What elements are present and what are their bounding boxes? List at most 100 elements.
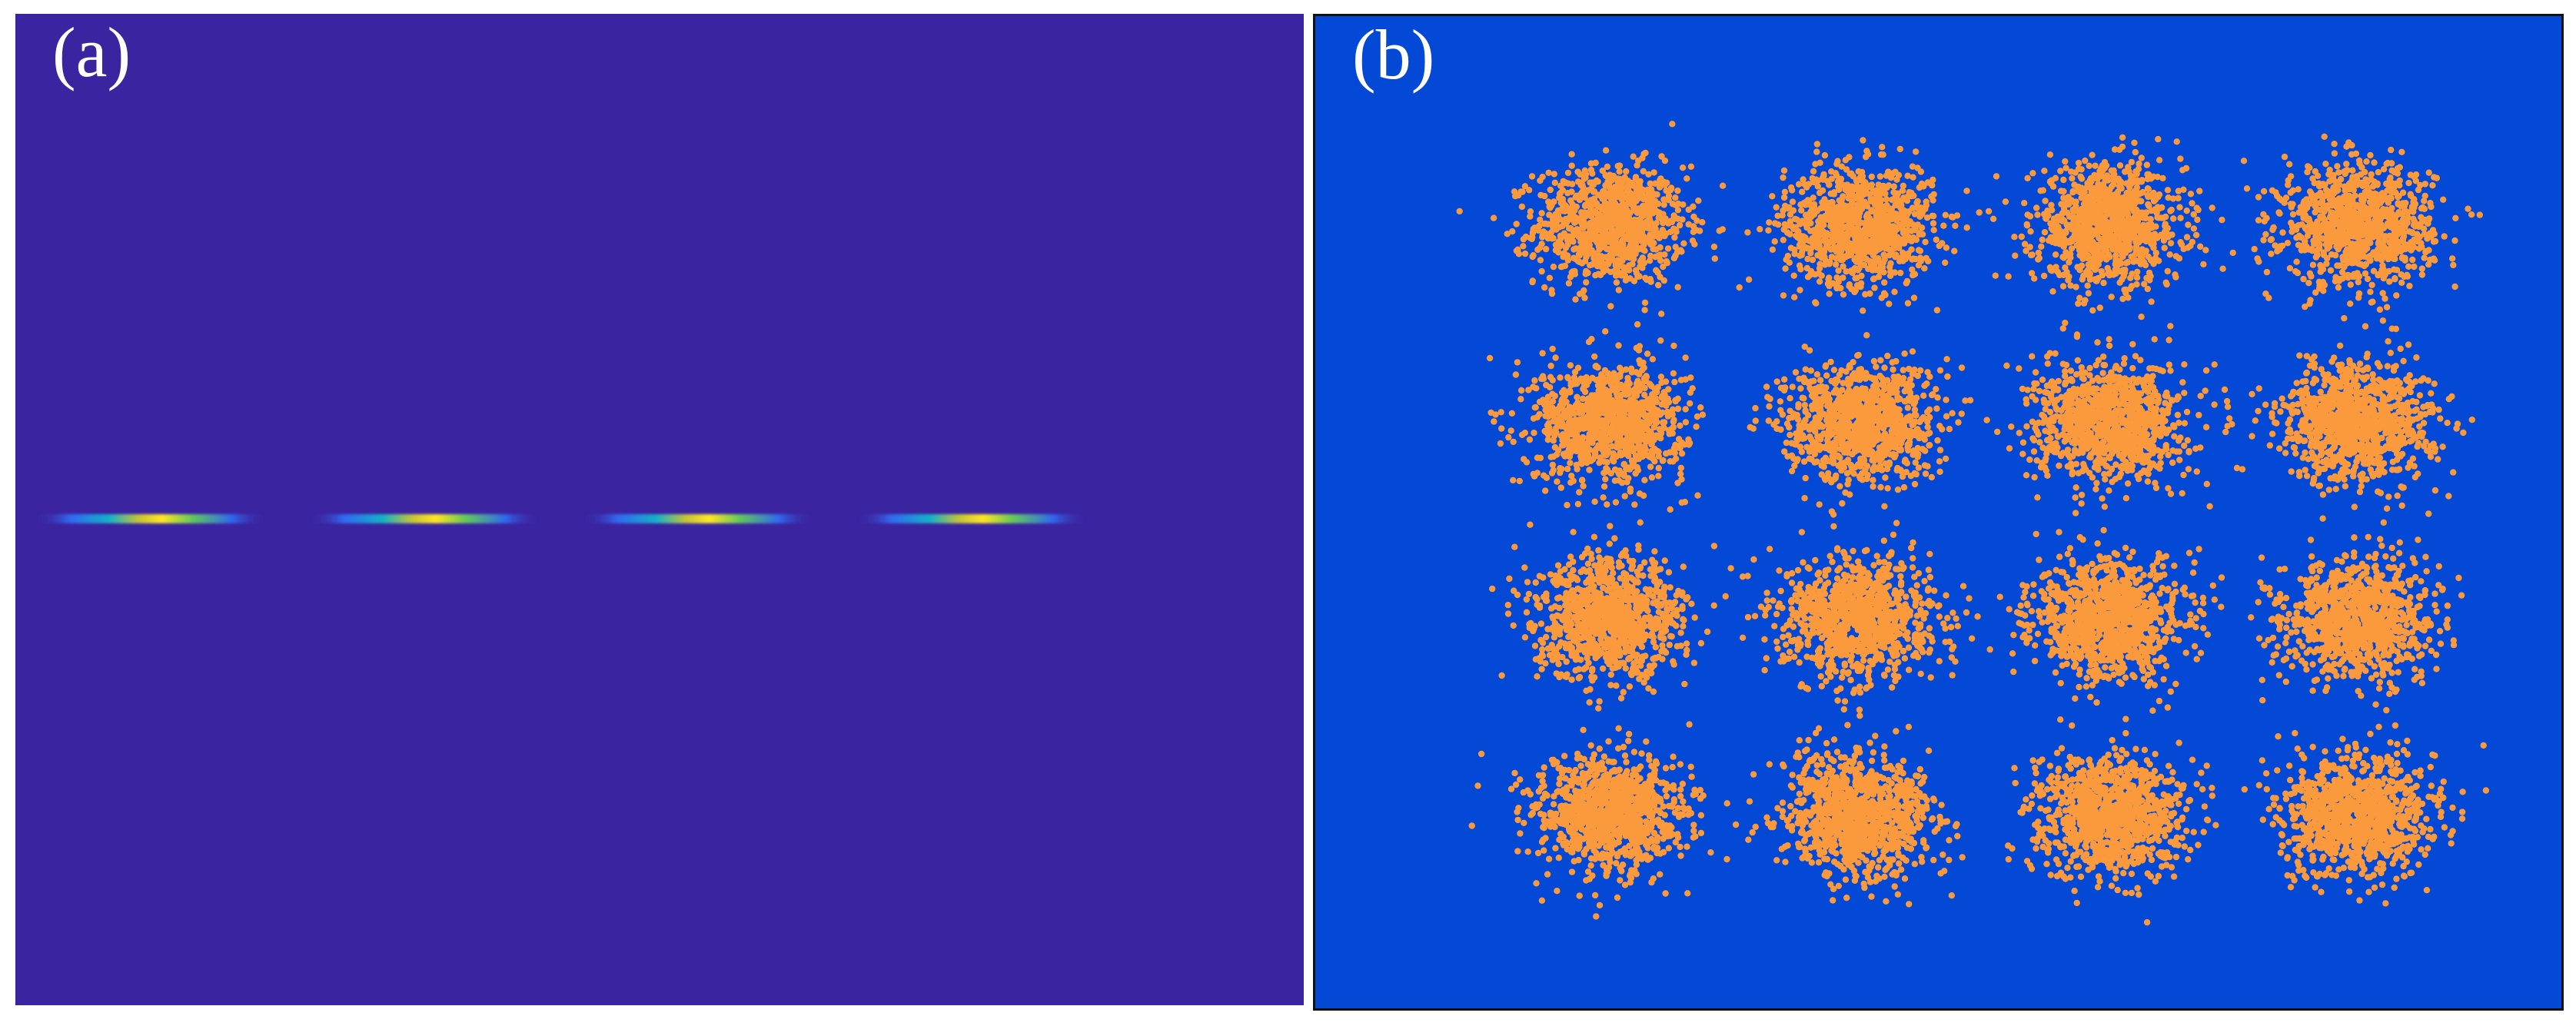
scatter-point [1833, 255, 1840, 262]
scatter-point [2295, 222, 2302, 229]
scatter-point [2116, 162, 2124, 169]
scatter-point [1630, 255, 1637, 263]
scatter-point [1853, 177, 1860, 184]
scatter-point [1598, 216, 1605, 223]
scatter-point [1561, 180, 1567, 187]
scatter-point [2147, 257, 2155, 264]
scatter-point [2322, 205, 2328, 212]
scatter-point [2322, 219, 2329, 227]
scatter-point [2086, 162, 2092, 169]
scatter-point [1963, 224, 1970, 231]
scatter-point [2288, 219, 2295, 227]
scatter-point [1497, 409, 1504, 416]
scatter-point [1798, 207, 1805, 214]
scatter-point [1976, 209, 1983, 216]
scatter-point [2065, 277, 2072, 284]
scatter-point [2114, 190, 2121, 197]
scatter-point [2429, 227, 2437, 234]
scatter-point [1791, 294, 1798, 300]
scatter-point [1529, 278, 1536, 286]
scatter-point [2387, 219, 2394, 226]
scatter-point [2167, 323, 2174, 330]
scatter-point [1598, 264, 1605, 271]
scatter-point [2345, 251, 2352, 257]
scatter-point [1562, 215, 1569, 223]
scatter-point [1574, 393, 1581, 400]
scatter-point [1657, 175, 1664, 182]
scatter-point [2139, 257, 2146, 264]
scatter-point [1600, 374, 1607, 381]
scatter-point [1518, 203, 1526, 211]
scatter-point [1846, 281, 1853, 288]
scatter-point [2262, 231, 2269, 238]
scatter-point [2155, 135, 2162, 143]
scatter-point [1650, 201, 1657, 208]
scatter-point [1780, 292, 1787, 299]
scatter-point [1519, 188, 1526, 195]
scatter-point [1557, 402, 1564, 410]
scatter-point [1609, 425, 1616, 433]
scatter-point [2161, 244, 2168, 251]
scatter-point [1670, 458, 1677, 465]
scatter-point [1560, 442, 1567, 449]
scatter-point [1559, 395, 1566, 402]
scatter-point [1791, 246, 1798, 254]
scatter-point [2371, 159, 2378, 166]
scatter-point [2389, 225, 2397, 232]
scatter-point [1536, 398, 1544, 406]
scatter-point [1547, 384, 1554, 391]
scatter-point [1641, 299, 1649, 306]
scatter-point [1600, 201, 1608, 209]
scatter-point [2287, 173, 2295, 180]
scatter-point [1697, 404, 1704, 411]
scatter-point [1819, 220, 1826, 227]
scatter-point [1603, 172, 1610, 180]
scatter-point [2086, 240, 2092, 247]
scatter-point [1641, 307, 1648, 314]
cluster-1-3 [1985, 134, 2248, 330]
scatter-point [1676, 221, 1684, 229]
scatter-point [1628, 445, 1636, 453]
scatter-point [2035, 249, 2043, 257]
scatter-point [2021, 241, 2029, 247]
scatter-point [2094, 255, 2101, 262]
scatter-point [1568, 151, 1575, 158]
scatter-point [2123, 241, 2130, 249]
scatter-point [1880, 237, 1887, 244]
scatter-point [1615, 469, 1622, 476]
scatter-point [1557, 235, 1564, 242]
scatter-point [2149, 239, 2156, 246]
scatter-point [1554, 478, 1561, 485]
scatter-point [1871, 284, 1878, 291]
scatter-point [2063, 268, 2070, 276]
scatter-point [1512, 193, 1519, 200]
scatter-point [2369, 183, 2377, 190]
scatter-point [2172, 253, 2179, 260]
scatter-point [1807, 267, 1815, 275]
scatter-point [1880, 151, 1886, 158]
scatter-point [1625, 186, 1632, 194]
scatter-point [2066, 222, 2073, 229]
scatter-point [1635, 370, 1643, 377]
scatter-point [2056, 271, 2063, 279]
scatter-point [2041, 211, 2048, 217]
scatter-point [1782, 265, 1789, 272]
scatter-point [2309, 261, 2317, 268]
scatter-point [1719, 182, 1727, 189]
scatter-point [1559, 195, 1567, 203]
scatter-point [1783, 229, 1791, 236]
scatter-point [1487, 409, 1494, 417]
scatter-point [1677, 422, 1684, 429]
scatter-point [2268, 251, 2275, 257]
scatter-point [1942, 259, 1949, 266]
scatter-point [2317, 262, 2324, 269]
scatter-point [1669, 411, 1676, 418]
scatter-point [2088, 257, 2095, 264]
scatter-point [1616, 168, 1623, 175]
scatter-point [1611, 234, 1618, 241]
scatter-point [1658, 379, 1665, 387]
scatter-point [2347, 281, 2354, 288]
scatter-point [1590, 428, 1597, 435]
scatter-point [1867, 198, 1875, 204]
scatter-point [1898, 209, 1905, 217]
